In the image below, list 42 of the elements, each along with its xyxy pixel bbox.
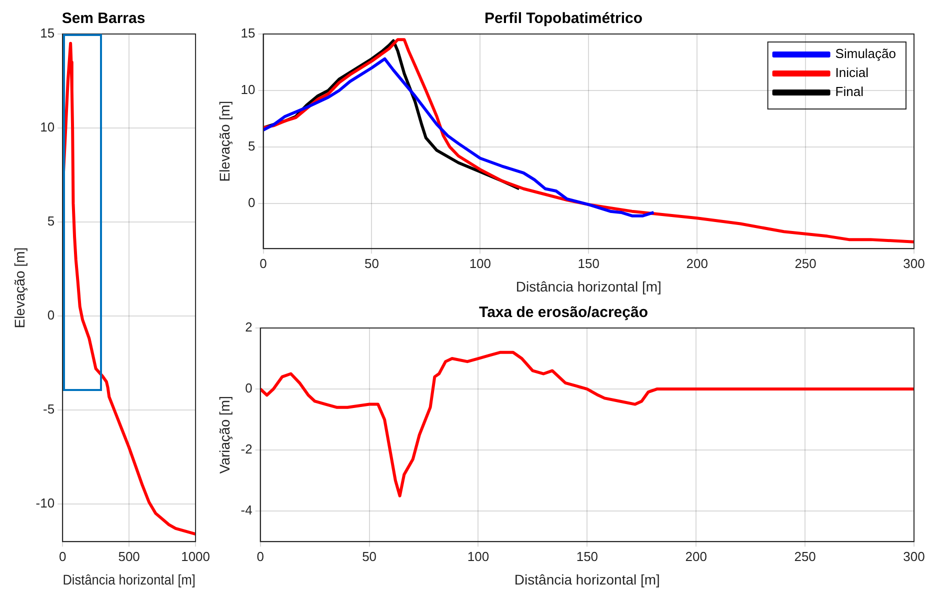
y-tick-label: -10 xyxy=(36,496,55,511)
y-tick-label: 0 xyxy=(245,380,252,396)
legend-label: Simulação xyxy=(835,46,896,62)
chart-title: Perfil Topobatimétrico xyxy=(484,10,643,28)
y-tick-label: 2 xyxy=(245,320,252,335)
x-tick-label: 50 xyxy=(362,548,377,564)
y-tick-label: -2 xyxy=(240,442,252,457)
x-tick-label: 0 xyxy=(58,548,66,564)
x-tick-label: 100 xyxy=(469,256,492,271)
x-tick-label: 300 xyxy=(903,548,925,564)
y-tick-label: 15 xyxy=(240,26,256,41)
x-axis-title: Distância horizontal [m] xyxy=(516,278,662,294)
chart-title: Taxa de erosão/acreção xyxy=(479,304,648,322)
x-tick-label: 150 xyxy=(578,256,600,271)
x-axis-title: Distância horizontal [m] xyxy=(514,571,660,588)
y-tick-label: 10 xyxy=(240,82,256,98)
x-tick-label: 200 xyxy=(685,548,707,564)
x-tick-label: 50 xyxy=(364,256,379,271)
chart-title: Sem Barras xyxy=(62,10,146,28)
x-tick-label: 0 xyxy=(260,256,267,271)
x-tick-label: 250 xyxy=(794,256,816,271)
y-axis-title: Elevação [m] xyxy=(11,247,28,328)
legend-label: Inicial xyxy=(835,65,869,80)
y-tick-label: 5 xyxy=(248,138,256,154)
x-tick-label: 300 xyxy=(903,256,925,271)
x-tick-label: 100 xyxy=(467,548,490,564)
y-tick-label: 0 xyxy=(248,195,256,210)
y-tick-label: 10 xyxy=(40,120,55,135)
y-tick-label: 5 xyxy=(47,214,55,229)
y-tick-label: -4 xyxy=(240,502,252,518)
legend-label: Final xyxy=(835,84,864,100)
y-axis-title: Elevação [m] xyxy=(216,100,232,182)
y-tick-label: 15 xyxy=(40,26,55,41)
x-tick-label: 150 xyxy=(576,548,598,564)
x-tick-label: 500 xyxy=(118,548,140,564)
y-tick-label: -5 xyxy=(43,402,55,417)
y-tick-label: 0 xyxy=(47,308,55,323)
x-tick-label: 250 xyxy=(794,548,816,564)
x-tick-label: 200 xyxy=(686,256,708,271)
y-axis-title: Variação [m] xyxy=(216,396,232,474)
x-tick-label: 1000 xyxy=(181,548,210,564)
x-axis-title: Distância horizontal [m] xyxy=(62,572,196,588)
